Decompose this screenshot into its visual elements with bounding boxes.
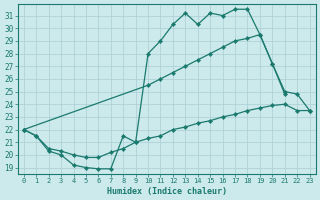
X-axis label: Humidex (Indice chaleur): Humidex (Indice chaleur) — [107, 187, 227, 196]
